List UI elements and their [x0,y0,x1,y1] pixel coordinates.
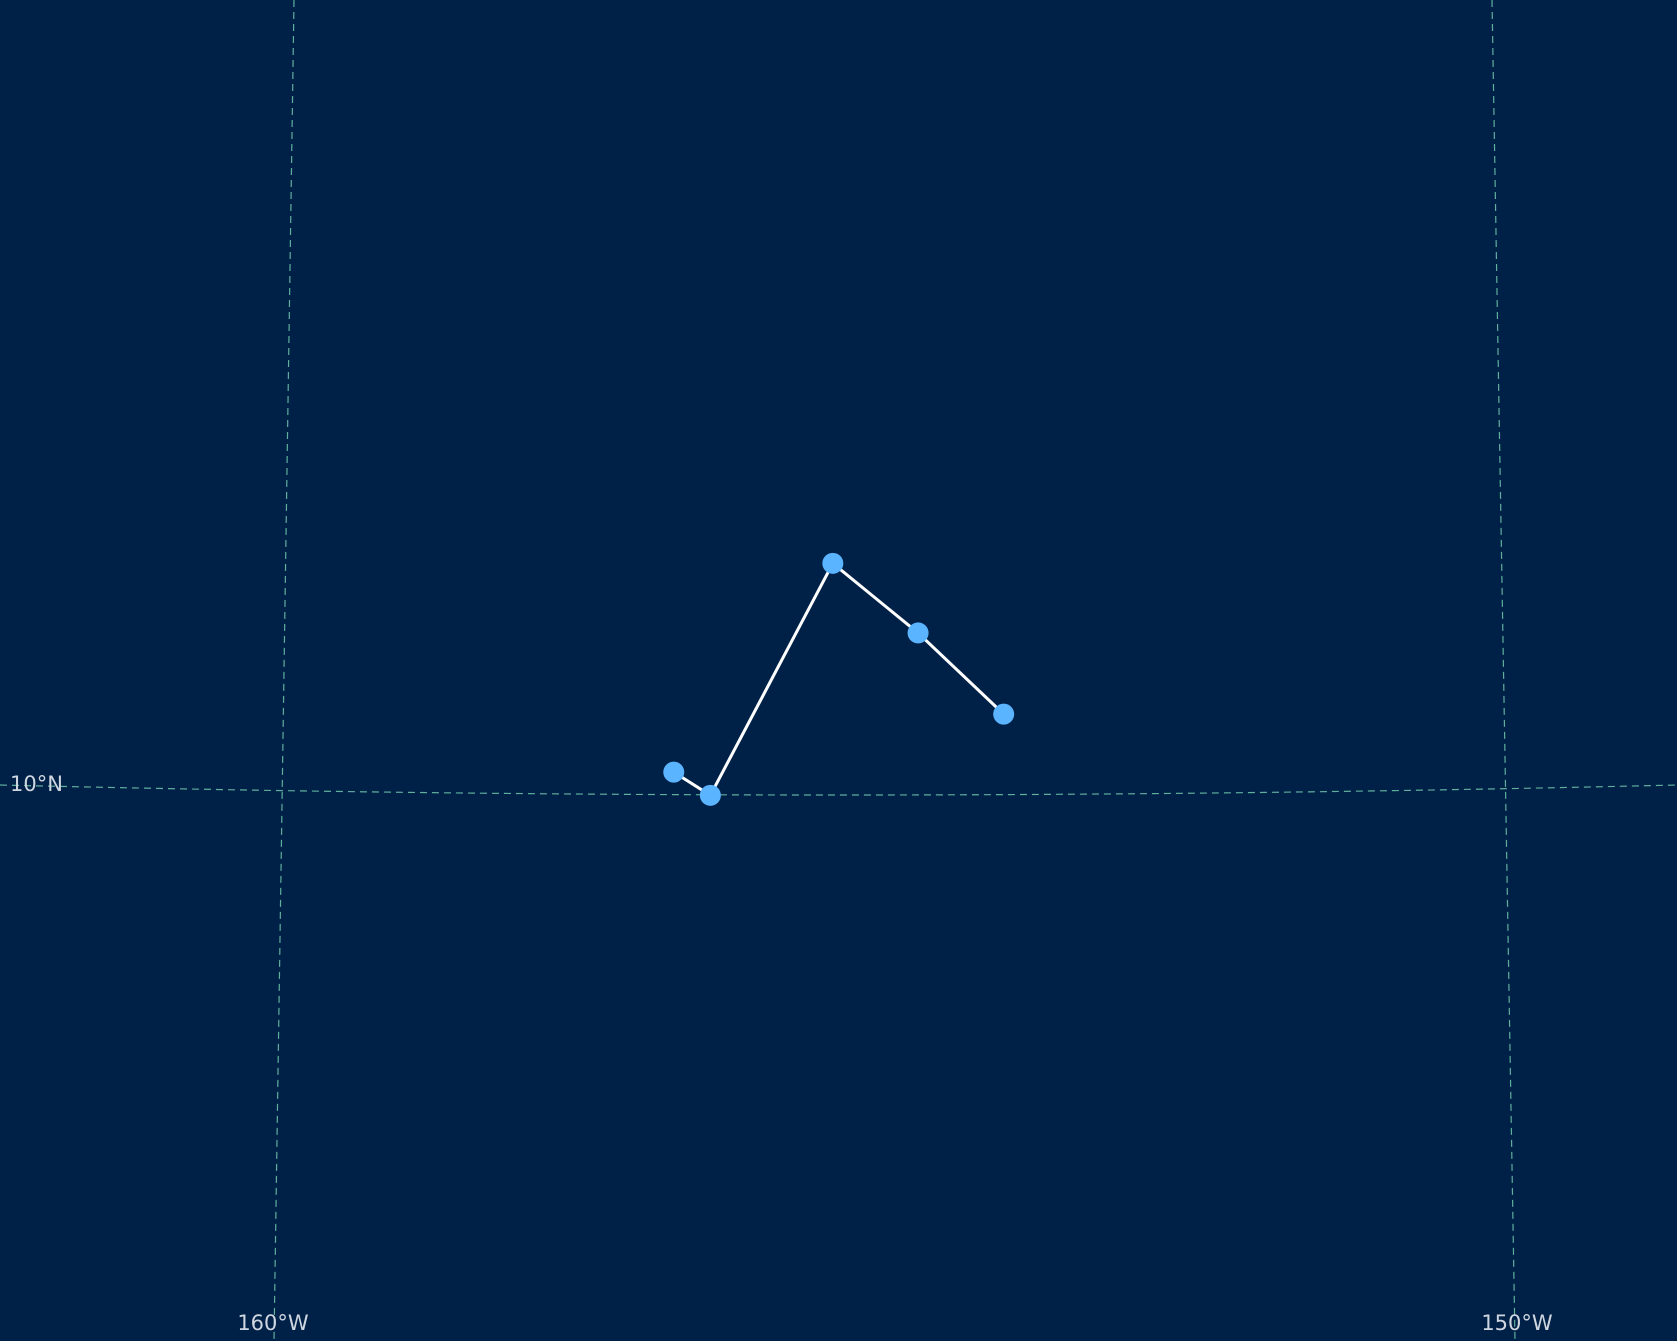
parallel-label-10n: 10°N [10,772,63,796]
track-layer [663,552,1015,806]
meridian-160w-line [273,0,295,1341]
track-point-2[interactable] [699,784,721,806]
track-point-3[interactable] [822,552,844,574]
track-segment [708,561,835,797]
meridian-label-150w: 150°W [1481,1311,1553,1335]
parallel-10n-line [0,784,1677,796]
track-segment [831,561,920,635]
meridian-label-160w: 160°W [237,1311,309,1335]
meridian-150w-line [1491,0,1516,1341]
track-segment [916,631,1006,716]
track-point-5[interactable] [993,703,1015,725]
graticule-labels: 10°N 160°W 150°W [10,772,1553,1335]
track-point-4[interactable] [907,622,929,644]
track-point-1[interactable] [663,761,685,783]
